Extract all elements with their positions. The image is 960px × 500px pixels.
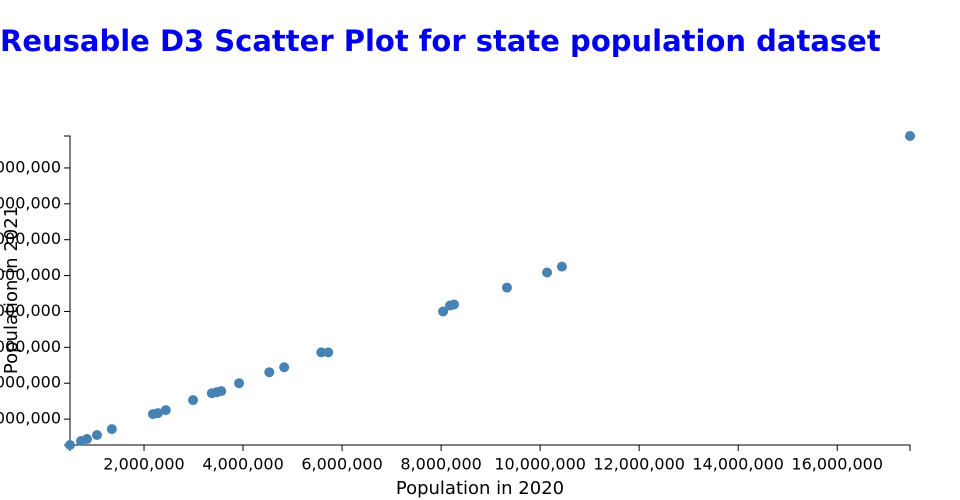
point bbox=[160, 405, 171, 416]
y-tick-label: 8,000,000 bbox=[0, 301, 61, 320]
point bbox=[152, 408, 163, 419]
point bbox=[91, 430, 102, 441]
y-tick-label: 6,000,000 bbox=[0, 337, 61, 356]
x-tick-label: 8,000,000 bbox=[400, 455, 481, 474]
x-axis-line bbox=[69, 444, 911, 451]
point bbox=[438, 306, 449, 317]
point bbox=[188, 395, 199, 406]
x-axis-label: Population in 2020 bbox=[396, 478, 564, 499]
point bbox=[556, 261, 567, 272]
x-tick-label: 12,000,000 bbox=[593, 455, 685, 474]
point bbox=[264, 367, 275, 378]
y-axis-line bbox=[64, 135, 71, 446]
y-tick-label: 16,000,000 bbox=[0, 157, 61, 176]
x-tick-label: 16,000,000 bbox=[791, 455, 883, 474]
y-tick-label: 12,000,000 bbox=[0, 229, 61, 248]
x-tick-label: 4,000,000 bbox=[202, 455, 283, 474]
y-tick-label: 2,000,000 bbox=[0, 409, 61, 428]
point bbox=[279, 362, 290, 373]
point bbox=[542, 267, 553, 278]
point bbox=[81, 434, 92, 445]
x-tick-label: 2,000,000 bbox=[103, 455, 184, 474]
y-tick-label: 10,000,000 bbox=[0, 265, 61, 284]
point bbox=[216, 386, 227, 397]
x-tick-label: 6,000,000 bbox=[301, 455, 382, 474]
point bbox=[316, 347, 327, 358]
y-tick-label: 4,000,000 bbox=[0, 373, 61, 392]
point bbox=[448, 299, 459, 310]
y-axis-label: Population in 2021 bbox=[1, 206, 22, 374]
point bbox=[905, 131, 915, 141]
point bbox=[234, 378, 245, 389]
point bbox=[106, 424, 117, 435]
x-tick-label: 14,000,000 bbox=[692, 455, 784, 474]
point bbox=[501, 282, 512, 293]
x-tick-label: 10,000,000 bbox=[494, 455, 586, 474]
point bbox=[323, 347, 334, 358]
y-tick-label: 14,000,000 bbox=[0, 193, 61, 212]
point bbox=[65, 440, 75, 450]
chart-title: Reusable D3 Scatter Plot for state popul… bbox=[0, 24, 881, 58]
